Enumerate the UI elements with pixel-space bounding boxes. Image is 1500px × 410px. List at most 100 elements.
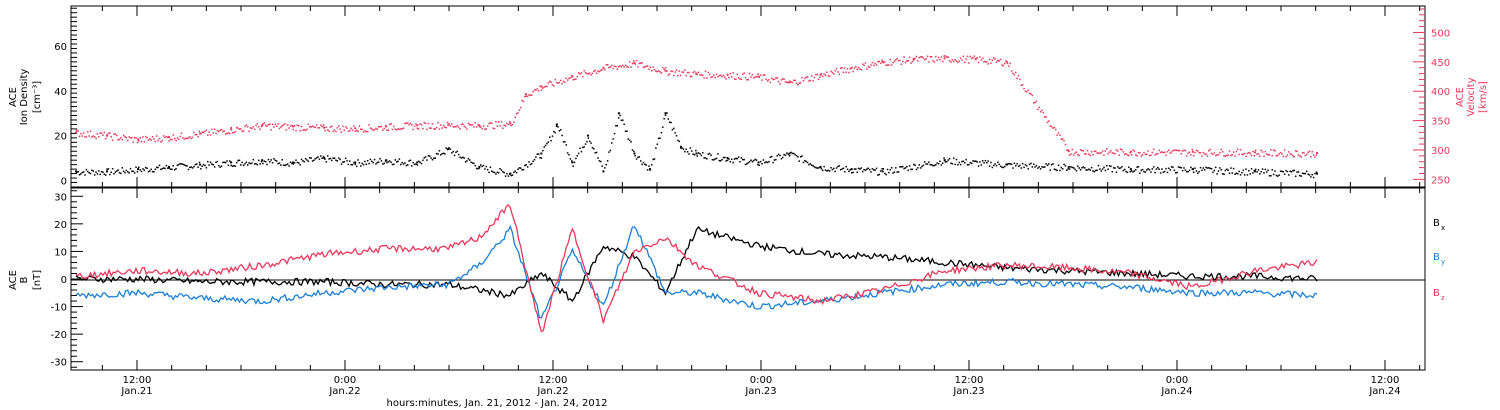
top-series-fill [1253,155,1256,157]
top-series-fill [220,165,223,167]
top-series-fill [504,125,507,127]
top-series-fill [427,122,430,125]
top-series-fill [990,161,992,164]
top-series-fill [438,150,441,152]
top-series-fill [111,139,114,141]
top-series-fill [801,76,803,79]
top-series-fill [991,166,994,169]
top-series-fill [389,160,391,162]
top-series-fill [513,171,515,174]
top-series-fill [255,162,257,165]
top-series-fill [1038,106,1040,109]
top-series-fill [474,164,476,167]
top-series-fill [646,65,649,67]
top-series-fill [992,57,995,59]
top-series-point [230,161,233,164]
top-series-fill [650,69,653,72]
top-series-fill [104,137,107,140]
top-series-fill [824,169,827,171]
top-series-fill [874,169,876,171]
top-series-fill [1224,169,1227,172]
top-series-point [137,168,140,171]
top-series-fill [491,122,493,124]
top-series-fill [559,79,562,82]
top-series-fill [984,60,987,63]
top-series-fill [1134,154,1137,156]
top-series-fill [208,131,210,133]
top-series-fill [320,155,322,157]
top-series-fill [230,164,232,167]
top-series-fill [1235,150,1238,153]
top-series-fill [1241,153,1243,155]
top-series-fill [1021,162,1024,165]
top-series-fill [987,63,989,65]
top-series-point [788,152,791,155]
top-series-fill [773,159,776,161]
top-series-fill [582,75,584,78]
bottom-ytick-label: -20 [51,330,67,341]
top-series-fill [186,165,188,167]
top-series-fill [1125,170,1127,173]
top-series-fill [957,163,959,166]
top-series-fill [975,58,977,61]
top-series-fill [361,162,363,165]
top-series-fill [155,135,158,137]
top-series-fill [802,80,805,82]
top-series-fill [412,128,414,131]
top-series-fill [1088,153,1090,155]
top-series-fill [522,168,525,171]
top-series-fill [1140,169,1143,172]
top-series-fill [1055,168,1057,171]
top-series-fill [652,66,654,68]
top-series-fill [1206,155,1209,157]
top-series-fill [227,164,230,166]
top-series-fill [1096,169,1098,171]
top-series-fill [1195,149,1198,152]
top-series-fill [684,150,686,153]
top-series-fill [557,126,559,128]
top-series-fill [1231,172,1234,174]
top-series-fill [939,160,941,163]
top-series-fill [548,80,551,83]
top-series-fill [1082,166,1085,168]
top-series-point [75,131,77,134]
top-series-fill [1201,169,1203,172]
top-series-fill [991,59,994,62]
top-series-fill [377,125,380,128]
top-series-fill [666,70,668,72]
top-series-fill [910,62,912,65]
top-series-fill [656,70,659,73]
top-series-fill [769,81,772,84]
top-series-fill [311,125,314,127]
top-series-fill [707,153,710,155]
top-series-fill [404,162,406,164]
top-series-fill [411,124,413,126]
top-series-fill [547,82,550,84]
top-series-fill [1052,127,1054,129]
top-series-fill [775,77,777,79]
top-series-fill [619,65,621,67]
top-series-fill [719,74,722,76]
top-series-fill [554,78,556,81]
top-series-fill [481,165,483,168]
top-series-fill [1282,171,1285,173]
top-series-fill [932,60,934,62]
top-series-fill [87,131,89,133]
top-series-fill [209,161,212,163]
top-series-fill [1041,109,1043,112]
top-series-fill [89,130,92,133]
top-series-fill [350,163,352,166]
top-series-fill [1126,154,1129,156]
top-series-fill [241,161,243,164]
top-series-fill [790,151,792,154]
top-series-fill [1122,151,1125,153]
top-series-fill [1013,162,1016,165]
top-series-fill [304,158,307,160]
top-series-fill [373,128,376,131]
top-series-fill [420,124,423,126]
top-series-fill [1181,169,1184,172]
top-series-fill [129,167,132,170]
top-series-fill [575,78,577,80]
top-series-fill [972,57,974,59]
top-series-fill [1103,166,1105,169]
